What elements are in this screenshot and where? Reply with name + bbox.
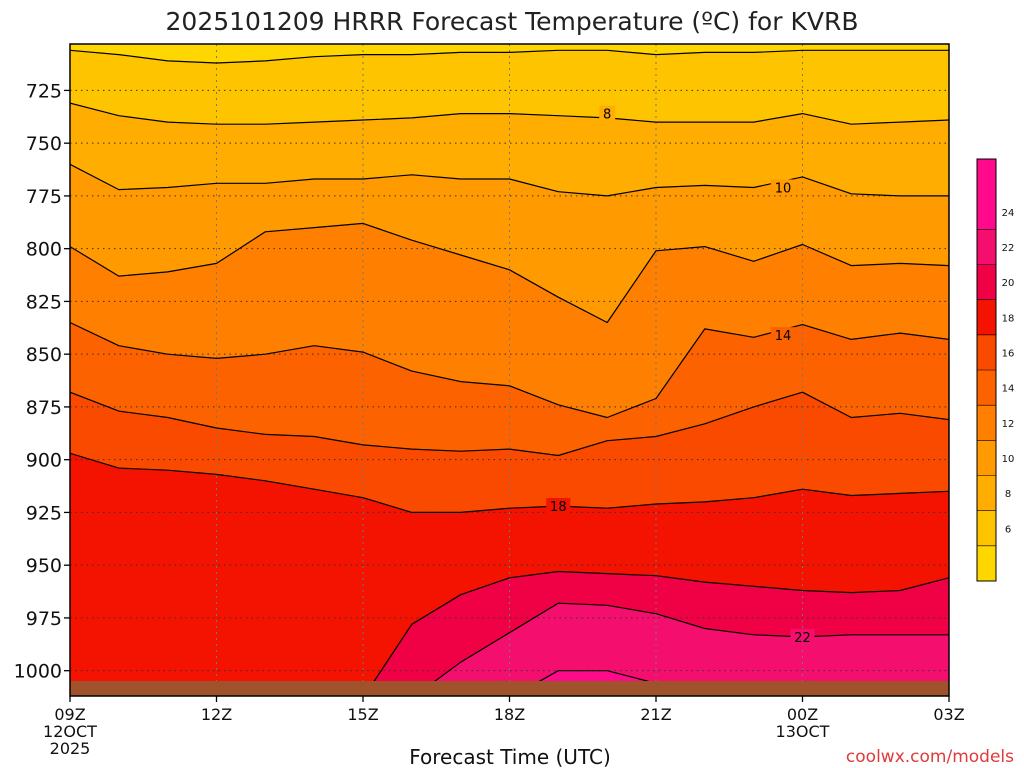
y-tick-label-875: 875 xyxy=(26,397,62,419)
colorbar-swatch-10 xyxy=(977,194,996,230)
contour-line-16 xyxy=(70,391,949,457)
contour-label-bg-14 xyxy=(770,327,795,344)
colorbar-swatch-3 xyxy=(977,440,996,476)
colorbar-swatch-6 xyxy=(977,334,996,371)
y-tick-label-775: 775 xyxy=(26,186,62,208)
colorbar-label-10: 10 xyxy=(1002,454,1015,465)
contour-label-bg-8 xyxy=(599,105,616,122)
y-tick-label-725: 725 xyxy=(26,80,62,102)
colorbar: 6 8 10 12 14 16 18 20 22 24 xyxy=(976,158,1015,582)
colorbar-label-22: 22 xyxy=(1002,243,1015,254)
y-tick-label-800: 800 xyxy=(26,239,62,261)
ground-surface xyxy=(70,681,949,696)
colorbar-swatch-5 xyxy=(977,370,996,406)
colorbar-label-20: 20 xyxy=(1002,278,1015,289)
colorbar-swatch-1 xyxy=(977,510,996,547)
contour-label-10: 10 xyxy=(775,181,792,196)
colorbar-label-16: 16 xyxy=(1002,348,1015,359)
colorbar-swatch-9 xyxy=(977,229,996,265)
x-tick-label-12Z: 12Z xyxy=(201,705,232,724)
temperature-fills xyxy=(70,50,949,696)
contour-line-12 xyxy=(70,222,949,324)
x-tick-sublabel-2025: 2025 xyxy=(50,739,91,758)
contour-line-10 xyxy=(70,163,949,197)
contour-line-18 xyxy=(70,452,949,514)
colorbar-label-24: 24 xyxy=(1002,208,1015,219)
y-tick-label-900: 900 xyxy=(26,450,62,472)
plot-area: 8 10 14 18 22 xyxy=(70,44,949,696)
x-tick-sublabel-12OCT: 12OCT xyxy=(43,722,97,741)
y-tick-label-1000: 1000 xyxy=(14,661,62,683)
colorbar-swatch-2 xyxy=(977,475,996,512)
x-tick-sublabel-13OCT: 13OCT xyxy=(776,722,830,741)
contour-label-bg-18 xyxy=(546,498,571,515)
contour-line-8 xyxy=(70,102,949,125)
x-tick-label-18Z: 18Z xyxy=(494,705,525,724)
x-tick-label-21Z: 21Z xyxy=(640,705,671,724)
contour-label-18: 18 xyxy=(550,500,567,515)
colorbar-label-14: 14 xyxy=(1002,384,1015,395)
contour-label-8: 8 xyxy=(603,108,611,123)
x-tick-label-00Z: 00Z xyxy=(787,705,818,724)
contour-label-bg-22 xyxy=(790,628,815,645)
colorbar-label-18: 18 xyxy=(1002,313,1015,324)
colorbar-swatch-8 xyxy=(977,264,996,301)
colorbar-label-12: 12 xyxy=(1002,419,1015,430)
grid-lines xyxy=(70,44,949,696)
y-tick-label-825: 825 xyxy=(26,291,62,313)
colorbar-swatch-11 xyxy=(977,159,996,195)
x-tick-label-03Z: 03Z xyxy=(933,705,964,724)
y-tick-label-925: 925 xyxy=(26,502,62,524)
colorbar-swatch-4 xyxy=(977,405,996,441)
contour-line-14 xyxy=(70,321,949,419)
contour-label-bg-10 xyxy=(770,179,795,196)
chart-title: 2025101209 HRRR Forecast Temperature (ºC… xyxy=(166,7,859,36)
contour-line-20 xyxy=(363,570,949,696)
y-tick-label-750: 750 xyxy=(26,133,62,155)
colorbar-swatch-7 xyxy=(977,299,996,336)
fill-band-22 xyxy=(414,603,949,696)
colorbar-label-6: 6 xyxy=(1005,524,1011,535)
y-tick-label-950: 950 xyxy=(26,555,62,577)
contour-labels: 8 10 14 18 22 xyxy=(546,105,815,646)
contour-line-6 xyxy=(70,49,949,64)
y-tick-label-850: 850 xyxy=(26,344,62,366)
colorbar-label-8: 8 xyxy=(1005,489,1011,500)
credit-text: coolwx.com/models xyxy=(846,747,1014,767)
contour-lines xyxy=(70,49,949,696)
contour-label-14: 14 xyxy=(775,329,792,344)
y-axis: 725 750 775 800 825 850 875 900 925 950 975 1000 xyxy=(14,80,70,683)
x-tick-label-15Z: 15Z xyxy=(347,705,378,724)
contour-label-22: 22 xyxy=(794,631,811,646)
x-tick-label-09Z: 09Z xyxy=(54,705,85,724)
x-axis-label: Forecast Time (UTC) xyxy=(409,745,611,768)
colorbar-swatch-0 xyxy=(977,545,996,582)
y-tick-label-975: 975 xyxy=(26,608,62,630)
